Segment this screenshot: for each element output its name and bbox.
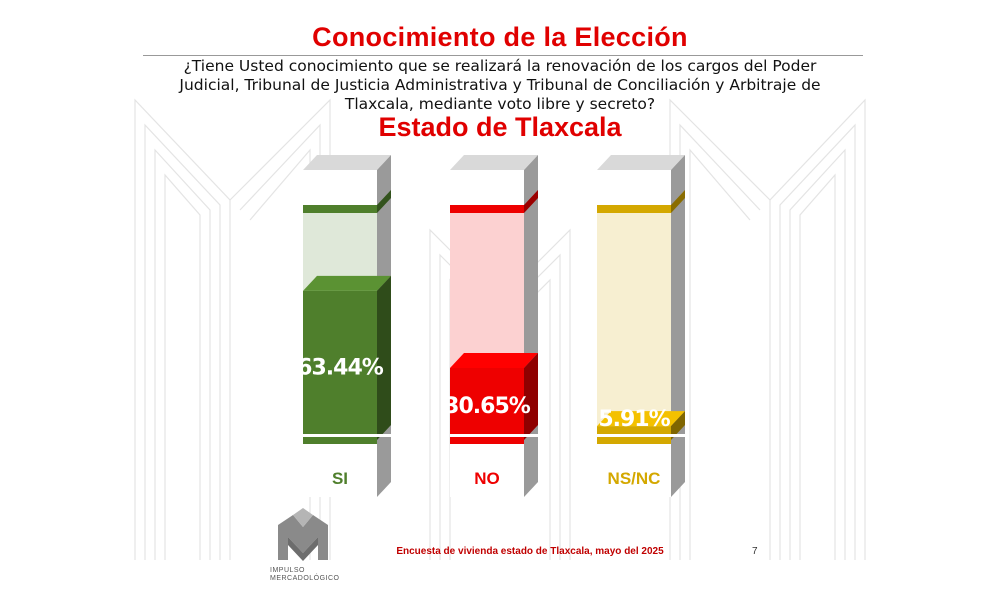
column-top-stripe-no — [450, 205, 524, 213]
category-label-no: NO — [474, 469, 500, 488]
column-top-stripe-side-ns-nc — [671, 190, 685, 213]
bar-side-face-ns-nc — [671, 411, 685, 440]
bar-separator-ns-nc — [597, 434, 685, 437]
column-top-stripe-side-si — [377, 190, 391, 213]
bar-top-face-ns-nc — [597, 411, 685, 427]
bar-separator-no — [450, 434, 538, 437]
column-top-stripe-si — [303, 205, 377, 213]
survey-question: ¿Tiene Usted conocimiento que se realiza… — [179, 57, 821, 113]
bar-side-face-si — [377, 275, 391, 440]
column-top-face-si — [303, 155, 391, 170]
category-label-ns-nc: NS/NC — [608, 469, 661, 488]
bar-top-face-no — [450, 352, 538, 368]
bar-separator-si — [303, 434, 391, 437]
column-top-face-ns-nc — [597, 155, 685, 170]
column-top-stripe-side-no — [524, 190, 538, 213]
bar-side-face-no — [524, 352, 538, 440]
category-label-si: SI — [332, 469, 348, 488]
column-bottom-stripe-si — [303, 437, 377, 444]
impulso-mercadologico-logo — [278, 508, 328, 561]
title-divider — [143, 55, 863, 56]
bar-si — [303, 290, 377, 440]
logo-wordmark: IMPULSO MERCADOLÓGICO — [270, 567, 340, 583]
column-track-ns-nc — [597, 213, 671, 440]
page-number: 7 — [752, 546, 758, 557]
bar-top-face-si — [303, 275, 391, 291]
column-top-stripe-ns-nc — [597, 205, 671, 213]
logo-line-1: IMPULSO — [270, 567, 306, 574]
chart-title: Conocimiento de la Elección — [312, 22, 688, 52]
value-label-si: 63.44% — [297, 355, 384, 380]
footer-source: Encuesta de vivienda estado de Tlaxcala,… — [396, 546, 664, 557]
column-bottom-stripe-ns-nc — [597, 437, 671, 444]
bar-no — [450, 367, 524, 440]
value-label-no: 30.65% — [444, 394, 531, 419]
column-bottom-stripe-no — [450, 437, 524, 444]
value-label-ns-nc: 5.91% — [598, 407, 670, 432]
column-top-face-no — [450, 155, 538, 170]
chart-subtitle: Estado de Tlaxcala — [378, 112, 622, 142]
logo-line-2: MERCADOLÓGICO — [270, 575, 340, 582]
